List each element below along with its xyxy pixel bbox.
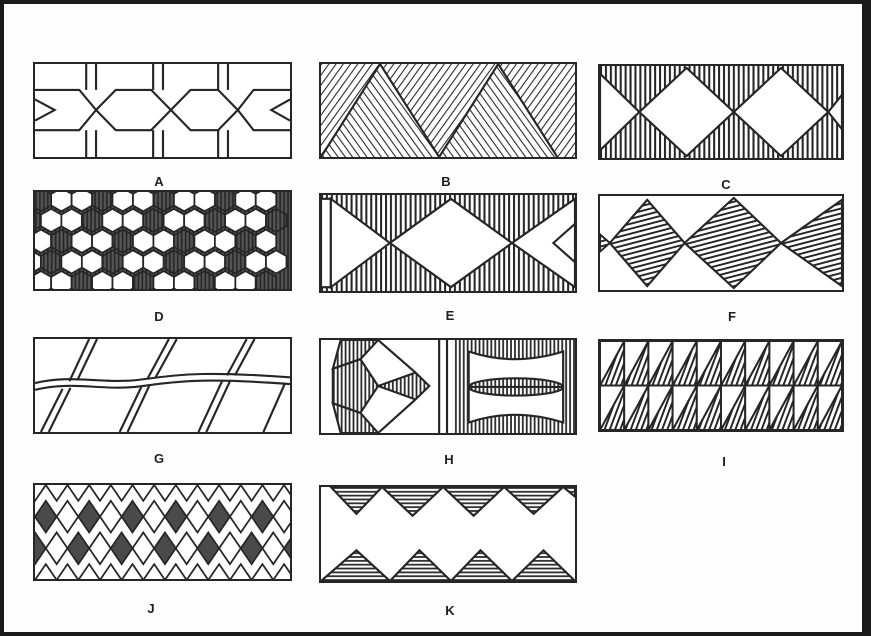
pattern-k-panel [319,485,577,583]
pattern-c-panel [598,64,844,160]
pattern-e-panel [319,193,577,293]
pattern-k-drawing [321,487,575,581]
pattern-a-panel [33,62,292,159]
pattern-e-drawing [321,195,575,291]
pattern-j-panel [33,483,292,581]
pattern-g-label: G [153,451,165,466]
pattern-i-label: I [722,454,726,469]
pattern-b-panel [319,62,577,159]
pattern-f-drawing [600,196,842,290]
pattern-b-drawing [321,64,575,157]
pattern-d-panel [33,190,292,291]
pattern-g-drawing [35,339,290,432]
pattern-c-label: C [721,177,731,192]
pattern-f-panel [598,194,844,292]
pattern-j-label: J [147,601,155,616]
pattern-sheet: A B [4,4,862,632]
pattern-c-drawing [600,66,842,158]
pattern-f-label: F [728,309,736,324]
pattern-i-drawing [600,341,842,430]
pattern-e-label: E [445,308,455,323]
pattern-i-panel [598,339,844,432]
pattern-h-panel [319,338,577,435]
pattern-d-label: D [154,309,164,324]
pattern-g-panel [33,337,292,434]
pattern-h-label: H [444,452,454,467]
pattern-b-label: B [441,174,451,189]
pattern-k-label: K [445,603,455,618]
pattern-j-drawing [35,485,290,579]
pattern-d-drawing [35,192,290,289]
pattern-a-label: A [154,174,164,189]
pattern-h-drawing [331,340,575,433]
pattern-a-drawing [35,64,290,157]
